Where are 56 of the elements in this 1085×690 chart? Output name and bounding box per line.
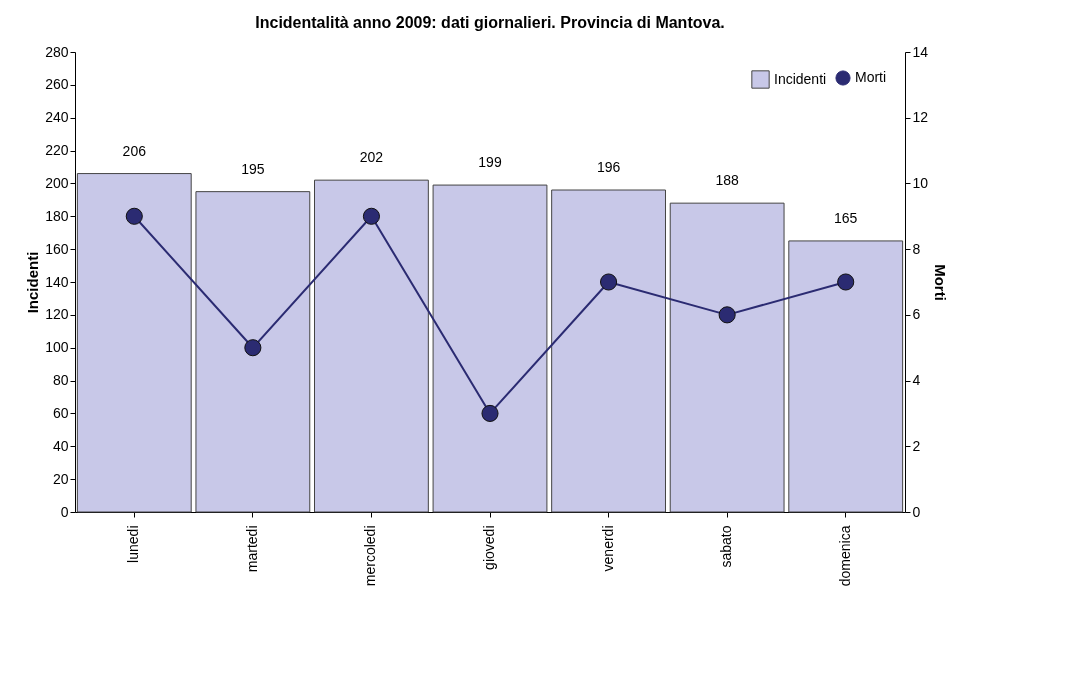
data-label: 202 — [359, 149, 384, 166]
point — [481, 404, 499, 422]
y2-tick-label: 0 — [912, 503, 921, 520]
y-tick-label: 220 — [45, 142, 69, 159]
y-tick-label: 60 — [52, 404, 69, 421]
y-tick-label: 120 — [45, 306, 69, 323]
point — [718, 306, 736, 324]
data-label: 165 — [834, 209, 858, 226]
y-tick-label: 200 — [45, 174, 69, 191]
legend-label: Incidenti — [774, 70, 827, 87]
data-label: 188 — [715, 172, 740, 189]
x-tick-label: venerdi — [599, 525, 616, 572]
y-tick-label: 80 — [52, 372, 69, 389]
bar — [551, 189, 666, 513]
data-label: 196 — [596, 159, 621, 175]
point — [125, 207, 143, 225]
bar — [76, 173, 192, 513]
x-tick-label: domenica — [836, 525, 853, 587]
bar — [314, 179, 429, 513]
point — [244, 339, 262, 357]
x-tick-label: mercoledi — [362, 525, 379, 587]
y-tick-label: 180 — [45, 207, 69, 224]
y2-tick-label: 12 — [912, 109, 929, 126]
y-tick-label: 140 — [45, 273, 69, 290]
bar — [432, 184, 548, 513]
y-tick-label: 260 — [45, 76, 69, 93]
chart-title: Incidentalità anno 2009: dati giornalieri. Provincia di Mantova. — [255, 14, 725, 31]
y2-axis-title: Morti — [932, 264, 950, 301]
bar — [788, 240, 904, 513]
point — [837, 273, 855, 291]
data-label: 206 — [122, 142, 147, 159]
y-tick-label: 160 — [45, 240, 69, 257]
y2-tick-label: 2 — [912, 437, 921, 454]
x-tick-label: martedi — [243, 525, 260, 573]
y-tick-label: 40 — [52, 437, 69, 454]
y2-tick-label: 6 — [912, 306, 921, 323]
data-label: 199 — [478, 154, 502, 171]
y2-tick-label: 14 — [912, 43, 929, 60]
y-tick-label: 20 — [52, 470, 69, 487]
x-tick-label: sabato — [718, 525, 735, 568]
y2-tick-label: 4 — [912, 372, 921, 389]
y-tick-label: 240 — [45, 109, 69, 126]
bar — [195, 191, 311, 513]
bar — [669, 202, 785, 513]
y-tick-label: 0 — [60, 503, 69, 520]
y-tick-label: 100 — [45, 339, 69, 356]
legend-label: Morti — [855, 69, 887, 85]
y2-tick-label: 8 — [912, 240, 921, 257]
y2-tick-label: 10 — [912, 174, 929, 191]
point — [362, 207, 380, 225]
point — [600, 273, 618, 291]
x-tick-label: giovedi — [481, 525, 497, 570]
x-tick-label: lunedi — [125, 525, 142, 563]
y-tick-label: 280 — [45, 43, 69, 60]
data-label: 195 — [241, 160, 265, 177]
y-axis-title: Incidenti — [24, 251, 42, 314]
